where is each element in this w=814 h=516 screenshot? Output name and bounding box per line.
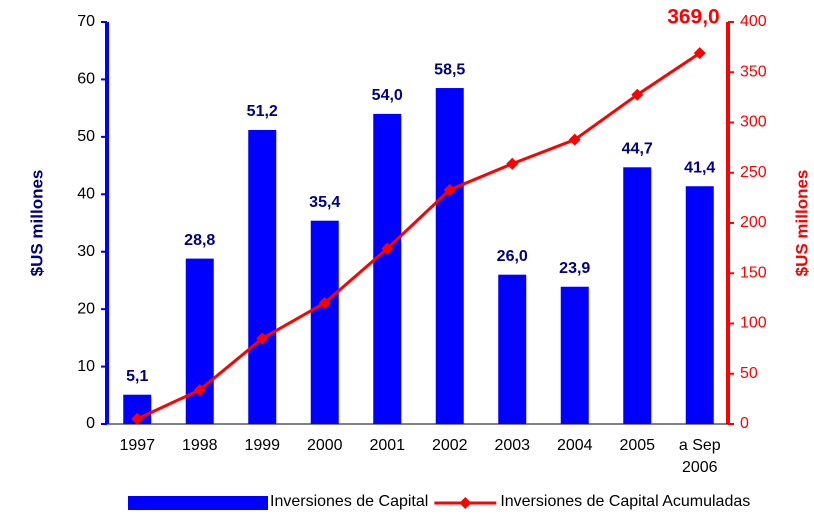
bar-value-label: 35,4 (309, 194, 340, 211)
bar (248, 129, 277, 425)
bar-value-label: 28,8 (184, 232, 215, 249)
line-marker (443, 183, 456, 196)
bar (185, 258, 214, 424)
y-tick-label: 20 (77, 300, 95, 317)
y-tick-label: 70 (77, 13, 95, 30)
bar (560, 286, 589, 424)
x-tick-label: a Sep 2006 (678, 437, 721, 476)
line-marker (506, 157, 519, 170)
line-marker (568, 133, 581, 146)
y2-axis-title: $US millones (792, 170, 811, 277)
bar (373, 113, 402, 424)
bar-value-label: 58,5 (434, 61, 465, 78)
line-marker (131, 412, 144, 425)
x-tick-label: 2004 (556, 437, 593, 454)
legend-swatch (128, 496, 268, 510)
y2-tick-label: 200 (740, 214, 767, 231)
y-tick-label: 50 (77, 128, 95, 145)
y-tick-label: 10 (77, 358, 95, 375)
x-tick-label: 1997 (119, 437, 156, 454)
line-value-label: 369,0 (667, 6, 720, 29)
bar-value-label: 41,4 (684, 159, 715, 176)
bar (310, 220, 339, 424)
bar-value-label: 5,1 (126, 368, 148, 385)
bar-value-label: 54,0 (372, 87, 403, 104)
y2-tick-label: 150 (740, 264, 767, 281)
line-marker (693, 47, 706, 60)
y2-tick-label: 350 (740, 63, 767, 80)
line-marker (256, 332, 269, 345)
line-marker (318, 296, 331, 309)
line (136, 51, 701, 421)
x-tick-label: 2005 (619, 437, 656, 454)
bar (498, 274, 527, 424)
y2-tick-label: 0 (740, 415, 749, 432)
x-tick-label: 2003 (494, 437, 531, 454)
y2-tick-label: 400 (740, 13, 767, 30)
bar (685, 186, 714, 424)
line-marker (381, 242, 394, 255)
bar-value-label: 26,0 (497, 248, 528, 265)
legend-marker (459, 497, 472, 509)
x-tick-label: 2002 (431, 437, 468, 454)
y2-tick-label: 100 (740, 315, 767, 332)
bar (623, 167, 652, 424)
x-tick-label: 1999 (244, 437, 281, 454)
x-tick-label: 2000 (306, 437, 343, 454)
x-tick-label: 2001 (369, 437, 406, 454)
y-tick-label: 30 (77, 243, 95, 260)
line-marker (631, 88, 644, 101)
bar-value-label: 51,2 (247, 103, 278, 120)
bar-value-label: 23,9 (559, 260, 590, 277)
y-tick-label: 60 (77, 71, 95, 88)
line-marker (193, 383, 206, 396)
y2-tick-label: 50 (740, 365, 758, 382)
legend-label: Inversiones de Capital (270, 493, 429, 510)
y2-tick-label: 300 (740, 114, 767, 131)
y-tick-label: 40 (77, 186, 95, 203)
y2-tick-label: 250 (740, 164, 767, 181)
legend-label: Inversiones de Capital Acumuladas (500, 493, 751, 510)
x-tick-label: 1998 (181, 437, 218, 454)
y-axis-title: $US millones (27, 170, 46, 277)
y-tick-label: 0 (86, 415, 95, 432)
bar (435, 88, 464, 425)
bar-value-label: 44,7 (622, 141, 653, 158)
